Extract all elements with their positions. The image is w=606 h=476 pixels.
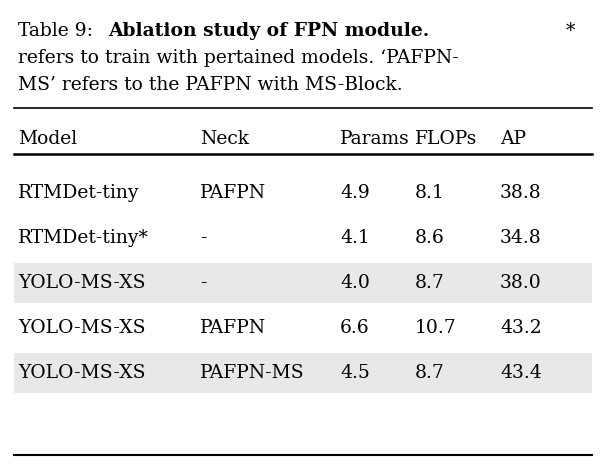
- Text: 4.1: 4.1: [340, 229, 370, 247]
- Text: 4.5: 4.5: [340, 364, 370, 382]
- Bar: [14, 353, 592, 393]
- Text: PAFPN: PAFPN: [200, 319, 266, 337]
- Text: 8.7: 8.7: [415, 364, 445, 382]
- Text: 38.8: 38.8: [500, 184, 542, 202]
- Text: 8.7: 8.7: [415, 274, 445, 292]
- Text: PAFPN: PAFPN: [200, 184, 266, 202]
- Text: *: *: [560, 22, 575, 40]
- Text: 34.8: 34.8: [500, 229, 542, 247]
- Text: 43.4: 43.4: [500, 364, 542, 382]
- Text: 43.2: 43.2: [500, 319, 542, 337]
- Text: FLOPs: FLOPs: [415, 130, 478, 148]
- Bar: [14, 263, 592, 303]
- Text: refers to train with pertained models. ‘PAFPN-: refers to train with pertained models. ‘…: [18, 49, 459, 67]
- Text: YOLO-MS-XS: YOLO-MS-XS: [18, 319, 145, 337]
- Text: 10.7: 10.7: [415, 319, 457, 337]
- Text: YOLO-MS-XS: YOLO-MS-XS: [18, 274, 145, 292]
- Text: YOLO-MS-XS: YOLO-MS-XS: [18, 364, 145, 382]
- Text: 6.6: 6.6: [340, 319, 370, 337]
- Text: 8.6: 8.6: [415, 229, 445, 247]
- Text: RTMDet-tiny: RTMDet-tiny: [18, 184, 139, 202]
- Text: Neck: Neck: [200, 130, 249, 148]
- Text: 8.1: 8.1: [415, 184, 445, 202]
- Text: -: -: [200, 274, 207, 292]
- Text: Table 9:: Table 9:: [18, 22, 111, 40]
- Text: Ablation study of FPN module.: Ablation study of FPN module.: [108, 22, 429, 40]
- Text: MS’ refers to the PAFPN with MS-Block.: MS’ refers to the PAFPN with MS-Block.: [18, 76, 402, 94]
- Text: PAFPN-MS: PAFPN-MS: [200, 364, 305, 382]
- Text: AP: AP: [500, 130, 526, 148]
- Text: 4.9: 4.9: [340, 184, 370, 202]
- Text: 4.0: 4.0: [340, 274, 370, 292]
- Text: -: -: [200, 229, 207, 247]
- Text: 38.0: 38.0: [500, 274, 542, 292]
- Text: RTMDet-tiny*: RTMDet-tiny*: [18, 229, 149, 247]
- Text: Model: Model: [18, 130, 77, 148]
- Text: Params: Params: [340, 130, 410, 148]
